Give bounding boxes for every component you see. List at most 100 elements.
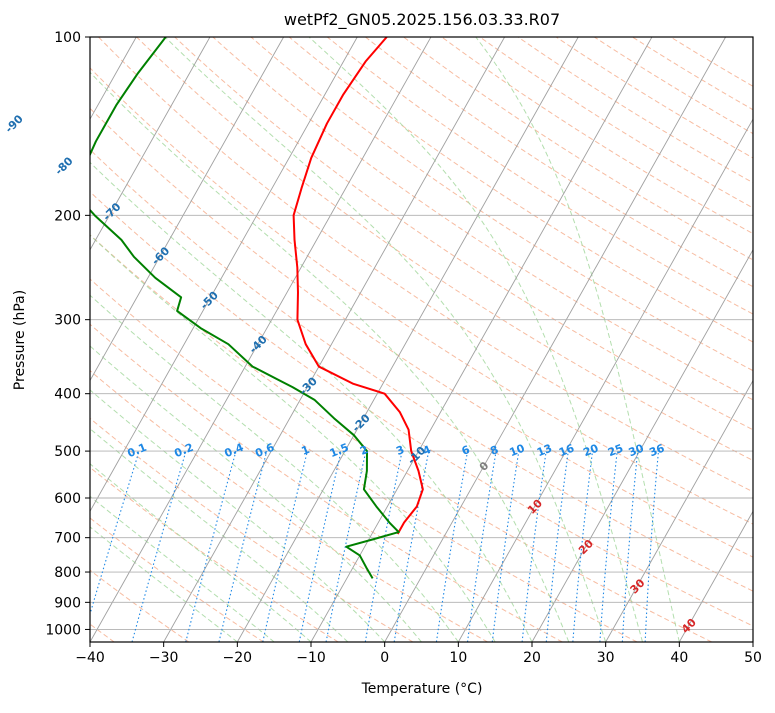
isotherm-line <box>531 248 753 642</box>
mixing-ratio-label: 30 <box>627 441 646 459</box>
dewpoint-profile-line <box>90 37 400 579</box>
isotherm-line <box>236 37 579 642</box>
mixing-ratio-line <box>393 450 430 642</box>
y-tick-label: 500 <box>54 444 81 460</box>
mixing-ratio-line <box>435 451 469 642</box>
moist-adiabat-line <box>308 37 643 642</box>
isotherm-line <box>163 37 506 642</box>
isotherm-line <box>605 379 753 642</box>
x-tick-label: 20 <box>523 650 541 666</box>
chart-title: wetPf2_GN05.2025.156.03.33.R07 <box>284 10 560 30</box>
mixing-ratio-line <box>466 451 497 642</box>
mixing-ratio-line <box>491 451 520 642</box>
y-tick-label: 600 <box>54 491 81 507</box>
plot-border <box>89 36 754 643</box>
dry-adiabat-line <box>90 191 753 627</box>
x-axis-label: Temperature (°C) <box>361 681 483 697</box>
y-tick-label: 700 <box>54 531 81 547</box>
dry-adiabat-line <box>288 37 753 343</box>
temperature-profile-line <box>292 37 424 535</box>
x-tick-label: 40 <box>670 650 688 666</box>
y-axis-label: Pressure (hPa) <box>12 290 28 390</box>
isotherm-line <box>678 510 753 642</box>
dry-adiabat-line <box>90 278 638 642</box>
dry-adiabat-line <box>250 37 753 372</box>
dry-adiabat-line <box>479 37 753 209</box>
series-layer <box>90 37 424 579</box>
isotherm-line <box>457 118 753 642</box>
moist-adiabat-line <box>90 71 570 642</box>
x-tick-label: 0 <box>380 650 389 666</box>
mixing-ratio-line <box>364 450 403 642</box>
dry-adiabat-line <box>90 370 488 642</box>
mixing-ratio-label: 13 <box>535 442 554 460</box>
grid-layer <box>90 37 753 642</box>
dry-adiabat-line <box>441 37 753 235</box>
mixing-ratio-line <box>131 450 187 642</box>
isotherm-label: -80 <box>52 154 75 177</box>
mixing-ratio-label: 1 <box>300 443 312 458</box>
mixing-ratio-line <box>298 450 342 642</box>
dry-adiabat-line <box>90 417 414 642</box>
y-tick-label: 800 <box>54 565 81 581</box>
mixing-ratio-label: 16 <box>557 441 576 459</box>
dry-adiabat-line <box>90 323 563 642</box>
moist-adiabat-line <box>164 37 607 642</box>
isotherm-line <box>90 37 211 251</box>
isotherm-line <box>384 37 727 642</box>
moist-adiabat-line <box>90 161 533 642</box>
x-tick-label: −40 <box>75 650 105 666</box>
dry-adiabat-line <box>90 234 712 642</box>
moist-adiabat-line <box>475 37 680 642</box>
mixing-ratio-line <box>262 450 308 642</box>
moist-adiabat-line <box>90 294 459 642</box>
plot-background <box>90 37 753 642</box>
mixing-ratio-line <box>185 450 237 642</box>
mixing-ratio-label: 3 <box>394 443 406 458</box>
x-tick-label: 10 <box>449 650 467 666</box>
mixing-ratio-label: 2 <box>358 443 370 458</box>
moist-adiabat-line <box>90 428 349 642</box>
mixing-ratio-line <box>521 451 547 642</box>
dry-adiabat-line <box>90 67 753 525</box>
y-tick-label: 900 <box>54 595 81 611</box>
isotherm-line <box>90 37 285 382</box>
mixing-ratio-label: 20 <box>581 441 600 459</box>
isotherm-line <box>752 641 753 642</box>
mixing-ratio-label: 8 <box>488 443 500 458</box>
mixing-ratio-line <box>218 450 268 642</box>
moist-adiabat-line <box>90 234 496 642</box>
x-tick-label: −10 <box>296 650 326 666</box>
y-tick-label: 1000 <box>45 622 81 638</box>
dry-adiabat-line <box>326 37 753 315</box>
mixing-ratio-line <box>545 451 569 642</box>
mixing-ratio-label: 36 <box>647 441 666 459</box>
x-tick-label: 30 <box>597 650 615 666</box>
x-tick-label: −20 <box>223 650 253 666</box>
dry-adiabat-line <box>365 37 753 288</box>
x-tick-label: 50 <box>744 650 762 666</box>
mixing-ratio-line <box>90 450 140 616</box>
isotherm-line <box>90 37 432 642</box>
x-tick-label: −30 <box>149 650 179 666</box>
dry-adiabat-line <box>555 37 753 159</box>
dry-adiabat-line <box>174 37 753 431</box>
mixing-ratio-label: 10 <box>508 441 527 459</box>
dry-adiabat-line <box>90 148 753 592</box>
axis-layer: −40 −30 −20 −10 0 10 20 30 40 50 100 200 300 400 500 60… <box>45 30 762 666</box>
mixing-ratio-label: 25 <box>606 442 625 460</box>
y-tick-label: 400 <box>54 387 81 403</box>
moist-adiabat-line <box>90 389 386 642</box>
moist-adiabat-line <box>90 495 275 642</box>
plot-frame <box>89 36 754 643</box>
dry-adiabat-line <box>90 107 753 558</box>
isotherm-label: -90 <box>3 112 26 135</box>
moist-adiabat-line <box>90 526 238 642</box>
isotherm-line <box>90 37 358 513</box>
y-tick-label: 100 <box>54 30 81 46</box>
y-tick-label: 200 <box>54 208 81 224</box>
y-tick-label: 300 <box>54 313 81 329</box>
plot-area <box>90 37 753 642</box>
